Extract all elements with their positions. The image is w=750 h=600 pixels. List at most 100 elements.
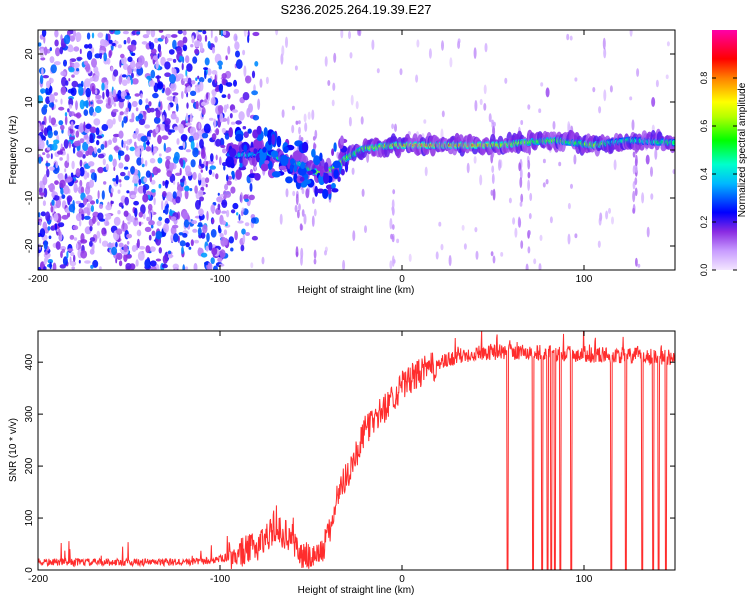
heatmap-cell [285, 36, 288, 48]
heatmap-cell [89, 200, 96, 205]
heatmap-cell [69, 35, 76, 42]
heatmap-cell [545, 179, 549, 185]
heatmap-cell [198, 77, 205, 83]
heatmap-cell [295, 120, 299, 125]
heatmap-cell [230, 121, 236, 125]
colorbar-tick-label: 0.2 [699, 216, 709, 229]
heatmap-cell [122, 220, 125, 230]
heatmap-cell [278, 165, 287, 170]
heatmap-cell [134, 148, 141, 157]
heatmap-cell [539, 234, 543, 241]
y-tick-label: 20 [24, 48, 35, 60]
heatmap-cell [221, 78, 226, 85]
heatmap-cell [298, 203, 301, 212]
heatmap-cell [96, 99, 104, 104]
heatmap-cell [218, 83, 223, 94]
heatmap-cell [112, 158, 117, 168]
heatmap-cell [251, 235, 258, 241]
heatmap-cell [227, 93, 231, 100]
heatmap-cell [148, 220, 155, 226]
heatmap-cell [92, 112, 96, 117]
heatmap-cell [90, 205, 94, 212]
heatmap-cell [119, 111, 124, 116]
heatmap-cell [151, 144, 154, 153]
heatmap-cell [635, 257, 638, 267]
heatmap-cell [182, 210, 189, 220]
heatmap-cell [634, 177, 638, 186]
heatmap-cell [138, 99, 143, 106]
heatmap-cell [50, 153, 53, 160]
heatmap-cell [120, 53, 125, 59]
heatmap-cell [134, 207, 138, 218]
heatmap-cell [207, 40, 211, 49]
heatmap-cell [85, 87, 91, 98]
heatmap-cell [63, 139, 69, 149]
heatmap-cell [73, 62, 80, 69]
heatmap-cell [504, 77, 508, 84]
heatmap-cell [38, 95, 43, 104]
heatmap-cell [240, 244, 245, 252]
heatmap-cell [210, 257, 215, 265]
heatmap-cell [67, 47, 74, 53]
heatmap-cell [227, 116, 230, 125]
heatmap-cell [528, 230, 531, 236]
heatmap-cell [251, 70, 256, 79]
heatmap-cell [635, 154, 638, 167]
heatmap-cell [190, 159, 196, 168]
heatmap-cell [165, 37, 169, 44]
heatmap-cell [105, 163, 109, 171]
heatmap-cell [166, 203, 169, 209]
heatmap-cell [106, 242, 114, 248]
y-tick-label: 100 [24, 509, 35, 526]
heatmap-cell [215, 138, 222, 147]
heatmap-cell [79, 48, 82, 55]
heatmap-cell [91, 85, 95, 95]
heatmap-cell [59, 46, 64, 55]
heatmap-cell [350, 94, 354, 106]
colorbar-tick-label: 0.4 [699, 168, 709, 181]
heatmap-cell [237, 220, 244, 224]
heatmap-cell [243, 131, 249, 138]
heatmap-cell [155, 258, 162, 262]
heatmap-cell [116, 252, 123, 260]
heatmap-cell [130, 166, 135, 175]
heatmap-cell [132, 133, 138, 139]
heatmap-cell [123, 143, 126, 149]
heatmap-cell [121, 74, 127, 78]
heatmap-cell [50, 205, 54, 213]
heatmap-cell [221, 127, 226, 134]
snr-y-label: SNR (10 * v/v) [8, 418, 19, 482]
heatmap-cell [185, 55, 190, 64]
heatmap-cell [191, 99, 196, 104]
heatmap-cell [177, 30, 183, 35]
heatmap-cell [166, 57, 173, 62]
heatmap-cell [285, 176, 293, 184]
heatmap-cell [251, 217, 257, 224]
x-tick-label: -100 [210, 274, 230, 285]
heatmap-cell [121, 120, 124, 128]
heatmap-cell [248, 173, 256, 178]
heatmap-cell [351, 167, 355, 175]
heatmap-cell [54, 223, 58, 231]
heatmap-cell [43, 240, 48, 250]
heatmap-cell [253, 148, 258, 155]
heatmap-cell [173, 233, 179, 243]
heatmap-cell [592, 87, 596, 93]
heatmap-cell [235, 133, 244, 142]
heatmap-cell [230, 186, 236, 194]
heatmap-cell [181, 63, 184, 71]
heatmap-cell [312, 197, 315, 204]
heatmap-cell [145, 245, 151, 254]
heatmap-cell [53, 139, 60, 145]
heatmap-cell [108, 39, 113, 44]
heatmap-cell [498, 159, 501, 171]
heatmap-cell [75, 100, 78, 111]
heatmap-cell [58, 106, 65, 111]
heatmap-cell [46, 153, 50, 159]
heatmap-cell [231, 109, 238, 113]
heatmap-cell [214, 36, 218, 43]
heatmap-cell [123, 40, 127, 45]
heatmap-cell [146, 139, 150, 147]
heatmap-cell [227, 175, 233, 180]
